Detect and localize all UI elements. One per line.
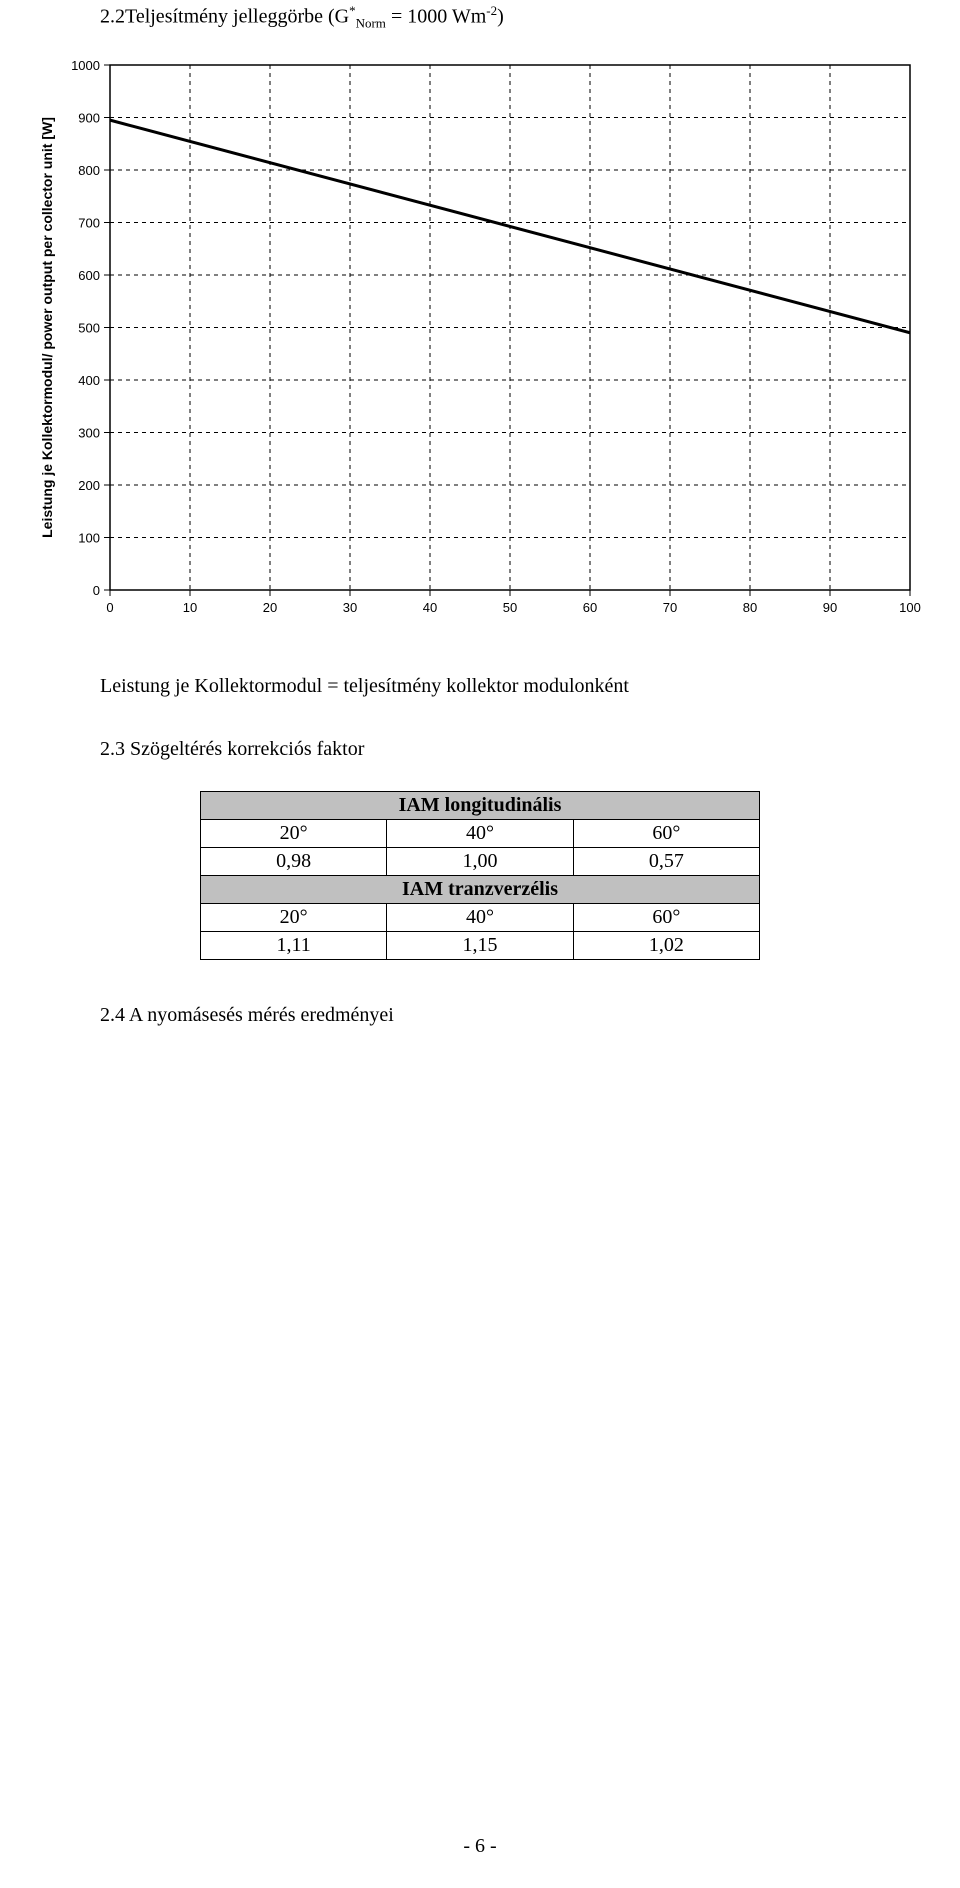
svg-text:200: 200 (78, 478, 100, 493)
iam-tranz-col-0: 20° (201, 903, 387, 931)
table-row: 20° 40° 60° (201, 819, 760, 847)
svg-text:700: 700 (78, 215, 100, 230)
iam-tranz-val-1: 1,15 (387, 931, 573, 959)
svg-text:40: 40 (423, 600, 437, 615)
svg-text:10: 10 (183, 600, 197, 615)
svg-text:30: 30 (343, 600, 357, 615)
page-number: - 6 - (0, 1835, 960, 1858)
page: 2.2Teljesítmény jelleggörbe (G*Norm = 10… (0, 0, 960, 1888)
heading-sub: Norm (356, 16, 386, 31)
heading-mid: = 1000 Wm (386, 6, 486, 28)
svg-text:100: 100 (78, 530, 100, 545)
iam-long-val-1: 1,00 (387, 847, 573, 875)
svg-text:800: 800 (78, 163, 100, 178)
table-row: 1,11 1,15 1,02 (201, 931, 760, 959)
iam-tranz-val-0: 1,11 (201, 931, 387, 959)
iam-long-header: IAM longitudinális (201, 791, 760, 819)
section-2-3-heading: 2.3 Szögeltérés korrekciós faktor (100, 738, 860, 761)
svg-text:300: 300 (78, 425, 100, 440)
svg-text:0: 0 (106, 600, 113, 615)
chart-caption: Leistung je Kollektormodul = teljesítmén… (100, 675, 860, 698)
svg-text:100: 100 (899, 600, 921, 615)
heading-prefix: 2.2 (100, 6, 125, 28)
heading-exp: -2 (486, 3, 497, 18)
heading-close: ) (497, 6, 504, 28)
iam-long-val-2: 0,57 (573, 847, 759, 875)
svg-text:1000: 1000 (71, 58, 100, 73)
section-2-2-heading: 2.2Teljesítmény jelleggörbe (G*Norm = 10… (100, 3, 860, 32)
svg-text:20: 20 (263, 600, 277, 615)
svg-text:900: 900 (78, 110, 100, 125)
svg-text:80: 80 (743, 600, 757, 615)
iam-tranz-col-2: 60° (573, 903, 759, 931)
iam-long-col-2: 60° (573, 819, 759, 847)
svg-text:0: 0 (93, 583, 100, 598)
iam-tranz-col-1: 40° (387, 903, 573, 931)
heading-text: Teljesítmény jelleggörbe (G (125, 6, 349, 28)
svg-text:400: 400 (78, 373, 100, 388)
svg-text:70: 70 (663, 600, 677, 615)
svg-text:50: 50 (503, 600, 517, 615)
svg-text:500: 500 (78, 320, 100, 335)
power-chart: 0 100 200 300 400 500 600 700 800 900 1000 0 10 20 30 4… (30, 50, 890, 635)
table-row: 20° 40° 60° (201, 903, 760, 931)
iam-long-col-1: 40° (387, 819, 573, 847)
iam-tranz-val-2: 1,02 (573, 931, 759, 959)
iam-tranz-header: IAM tranzverzélis (201, 875, 760, 903)
svg-text:600: 600 (78, 268, 100, 283)
section-2-4-heading: 2.4 A nyomásesés mérés eredményei (100, 1004, 860, 1027)
iam-long-val-0: 0,98 (201, 847, 387, 875)
svg-text:90: 90 (823, 600, 837, 615)
table-row: 0,98 1,00 0,57 (201, 847, 760, 875)
iam-long-col-0: 20° (201, 819, 387, 847)
svg-text:Leistung je Kollektormodul/ po: Leistung je Kollektormodul/ power output… (39, 117, 55, 538)
power-chart-svg: 0 100 200 300 400 500 600 700 800 900 1000 0 10 20 30 4… (30, 50, 930, 630)
svg-text:60: 60 (583, 600, 597, 615)
iam-table: IAM longitudinális 20° 40° 60° 0,98 1,00… (200, 791, 760, 960)
